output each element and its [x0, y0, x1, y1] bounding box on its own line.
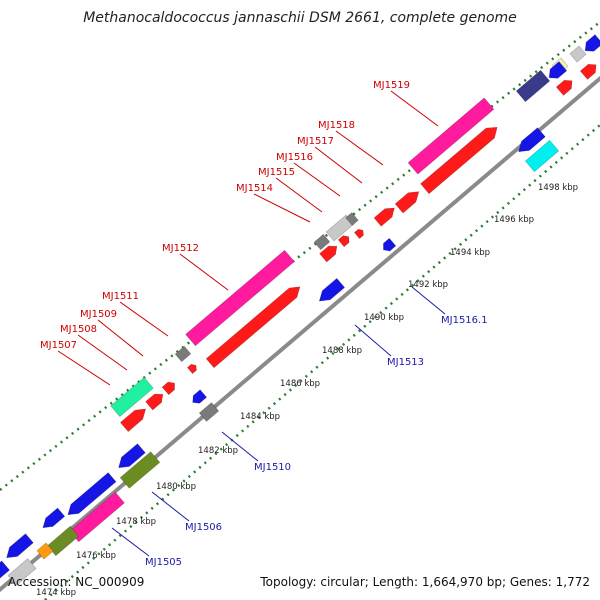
callout-line — [77, 334, 128, 371]
cog-feature-lightgray-2 — [7, 558, 37, 586]
forward-cds-12 — [579, 63, 597, 80]
reverse-cds-3 — [6, 533, 34, 559]
tick-label: 1474 kbp — [36, 588, 76, 598]
forward-cds-8 — [373, 207, 395, 227]
cog-feature-orange — [36, 542, 54, 560]
inner-tick-ring — [44, 124, 600, 600]
tick-label: 1494 kbp — [450, 248, 490, 258]
cog-feature-mj1514 — [313, 233, 331, 251]
cog-feature-mj1507 — [110, 376, 154, 418]
reverse-cds-0 — [118, 443, 146, 469]
tick-label: 1490 kbp — [364, 313, 404, 323]
tick-label: 1478 kbp — [116, 517, 156, 527]
backbone-line — [0, 75, 600, 593]
gene-label-mj1505: MJ1505 — [145, 557, 182, 568]
callout-line — [97, 319, 144, 357]
accession-text: Accession: NC_000909 — [8, 575, 144, 589]
gene-label-mj1512: MJ1512 — [162, 243, 199, 254]
gene-label-mj1511: MJ1511 — [102, 291, 139, 302]
forward-cds-4 — [205, 286, 301, 369]
callout-line — [390, 90, 439, 127]
gene-label-mj1514: MJ1514 — [236, 183, 273, 194]
tick-label: 1476 kbp — [76, 551, 116, 561]
cog-feature-mj1519 — [407, 97, 495, 175]
tick-label: 1496 kbp — [494, 215, 534, 225]
forward-cds-11 — [555, 79, 573, 96]
reverse-cds-2 — [42, 507, 66, 529]
tick-label: 1482 kbp — [198, 446, 238, 456]
forward-cds-5 — [319, 245, 338, 263]
callout-line — [314, 146, 363, 184]
cog-feature-mj1511 — [174, 345, 192, 363]
outer-tick-ring — [0, 21, 600, 491]
cog-feature-cyan — [524, 139, 560, 173]
forward-cds-9 — [394, 191, 420, 214]
callout-line — [293, 162, 341, 197]
gene-callouts: MJ1507 MJ1508 MJ1509 MJ1511 MJ1512 MJ1514 MJ15… — [40, 80, 488, 568]
callout-line — [275, 177, 323, 213]
gene-label-mj1517: MJ1517 — [297, 136, 334, 147]
reverse-cds-1 — [67, 472, 117, 516]
cog-feature-mj1510 — [198, 402, 220, 422]
gene-label-mj1507: MJ1507 — [40, 340, 77, 351]
gene-label-mj1513: MJ1513 — [387, 357, 424, 368]
reverse-cds-6 — [318, 277, 346, 302]
gene-label-mj1516: MJ1516 — [276, 152, 313, 163]
forward-cds-3 — [186, 363, 197, 375]
forward-cds-10 — [420, 126, 498, 195]
forward-cds-7 — [353, 228, 364, 240]
reverse-cds-9 — [584, 34, 600, 52]
callout-line — [119, 301, 169, 337]
callout-line — [221, 431, 259, 462]
tick-label: 1492 kbp — [408, 280, 448, 290]
map-title: Methanocaldococcus jannaschii DSM 2661, … — [83, 10, 517, 26]
tick-label: 1486 kbp — [280, 379, 320, 389]
reverse-cds-5 — [192, 389, 208, 404]
cog-feature-gray — [569, 45, 587, 63]
callout-line — [354, 324, 392, 357]
forward-cds-6 — [337, 235, 350, 248]
gene-label-mj1515: MJ1515 — [258, 167, 295, 178]
gene-label-mj1509: MJ1509 — [80, 309, 117, 320]
cog-feature-mj1518 — [345, 212, 359, 226]
tick-label: 1484 kbp — [240, 412, 280, 422]
gene-label-mj1518: MJ1518 — [318, 120, 355, 131]
cog-feature-mj1516 — [325, 214, 355, 242]
callout-line — [111, 527, 150, 557]
cog-feature-mj1512 — [185, 249, 295, 347]
gene-label-mj1516-1: MJ1516.1 — [441, 315, 488, 326]
forward-cds-2 — [161, 381, 175, 396]
cog-feature-navy — [515, 69, 551, 103]
callout-line — [179, 253, 229, 291]
gene-label-mj1508: MJ1508 — [60, 324, 97, 335]
cog-feature-mj1506 — [119, 451, 161, 489]
reverse-cds-10 — [548, 61, 568, 79]
reverse-cds-7 — [383, 237, 397, 252]
tick-label: 1480 kbp — [156, 482, 196, 492]
tick-label: 1488 kbp — [322, 346, 362, 356]
forward-cds-0 — [119, 408, 147, 433]
topology-summary: Topology: circular; Length: 1,664,970 bp… — [259, 575, 590, 589]
reverse-cds-8 — [518, 127, 546, 153]
forward-cds-1 — [145, 393, 164, 411]
gene-label-mj1510: MJ1510 — [254, 462, 291, 473]
callout-line — [411, 286, 446, 315]
callout-line — [253, 193, 311, 223]
callout-line — [151, 491, 190, 522]
gene-label-mj1506: MJ1506 — [185, 522, 222, 533]
callout-line — [335, 130, 384, 166]
reverse-cds-4 — [0, 560, 10, 579]
tick-label: 1498 kbp — [538, 183, 578, 193]
gene-label-mj1519: MJ1519 — [373, 80, 410, 91]
feature-layer — [0, 34, 600, 586]
tick-labels: 1474 kbp 1476 kbp 1478 kbp 1480 kbp 1482 kbp… — [36, 183, 578, 598]
callout-line — [57, 350, 111, 386]
